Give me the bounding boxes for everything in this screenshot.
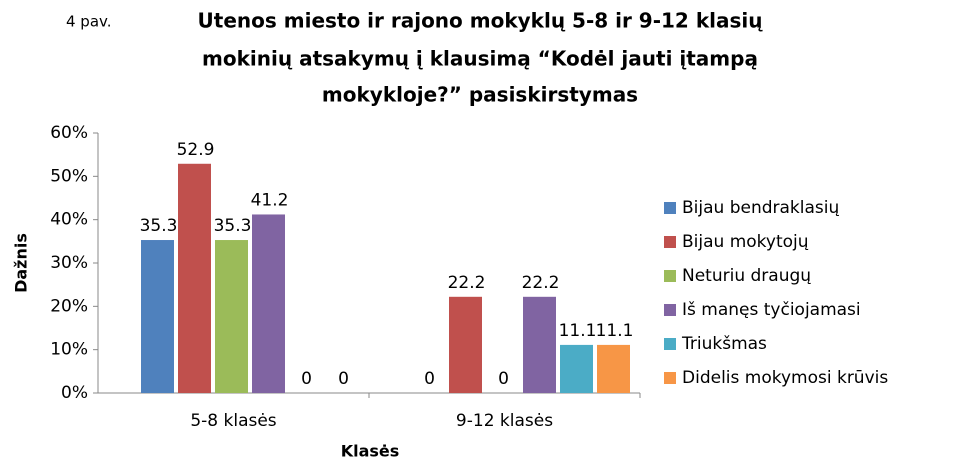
legend-swatch xyxy=(664,304,676,316)
y-tick-label: 0% xyxy=(61,383,88,403)
y-tick-label: 10% xyxy=(50,340,88,360)
bar xyxy=(560,344,593,393)
legend-label: Neturiu draugų xyxy=(682,266,811,286)
x-tick-label: 5-8 klasės xyxy=(190,411,276,431)
bar xyxy=(523,296,556,393)
data-label: 22.2 xyxy=(448,273,486,293)
data-label: 0 xyxy=(338,369,349,389)
data-label: 0 xyxy=(301,369,312,389)
legend-label: Iš manęs tyčiojamasi xyxy=(682,300,861,320)
y-tick-label: 60% xyxy=(50,123,88,143)
bar xyxy=(449,296,482,393)
legend-label: Bijau bendraklasių xyxy=(682,198,839,218)
y-tick-label: 40% xyxy=(50,210,88,230)
y-tick-label: 20% xyxy=(50,296,88,316)
y-tick-label: 30% xyxy=(50,253,88,273)
chart-title: Utenos miesto ir rajono mokyklų 5-8 ir 9… xyxy=(198,9,764,33)
data-label: 52.9 xyxy=(177,140,215,160)
data-label: 35.3 xyxy=(214,216,252,236)
data-label: 41.2 xyxy=(251,190,289,210)
y-tick-label: 50% xyxy=(50,166,88,186)
y-axis-label: Dažnis xyxy=(12,233,31,293)
legend-label: Bijau mokytojų xyxy=(682,232,809,252)
legend-swatch xyxy=(664,270,676,282)
bar xyxy=(178,163,211,393)
bar xyxy=(597,344,630,393)
bar xyxy=(252,214,285,393)
data-label: 0 xyxy=(498,369,509,389)
bar xyxy=(215,240,248,393)
data-label: 0 xyxy=(424,369,435,389)
chart-title: mokykloje?” pasiskirstymas xyxy=(322,83,638,107)
data-label: 22.2 xyxy=(522,273,560,293)
data-label: 35.3 xyxy=(140,216,178,236)
legend-swatch xyxy=(664,236,676,248)
legend-swatch xyxy=(664,202,676,214)
figure-label: 4 pav. xyxy=(66,13,112,31)
chart-title: mokinių atsakymų į klausimą “Kodėl jauti… xyxy=(202,47,758,71)
legend-swatch xyxy=(664,372,676,384)
data-label: 11.1 xyxy=(596,321,634,341)
x-tick-label: 9-12 klasės xyxy=(456,411,553,431)
x-axis-label: Klasės xyxy=(341,442,400,461)
legend-label: Didelis mokymosi krūvis xyxy=(682,368,888,388)
data-label: 11.1 xyxy=(559,321,597,341)
bar xyxy=(141,240,174,393)
legend-label: Triukšmas xyxy=(681,334,767,354)
legend-swatch xyxy=(664,338,676,350)
